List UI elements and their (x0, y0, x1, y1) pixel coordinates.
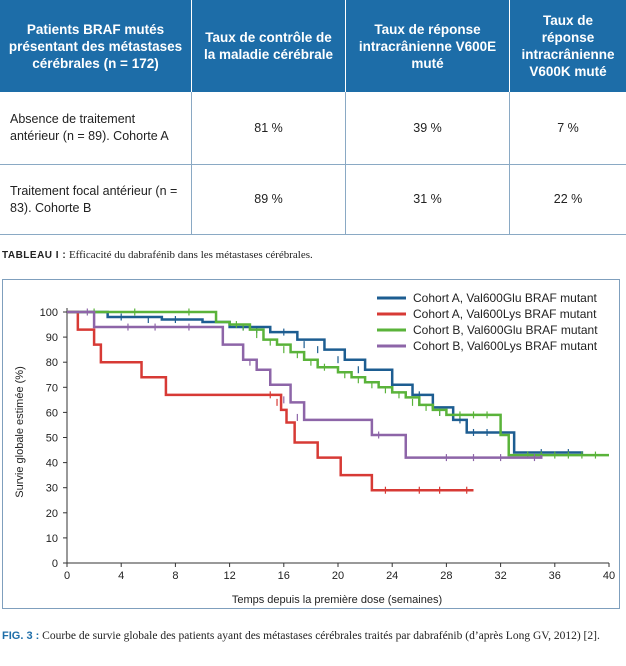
x-axis-label: Temps depuis la première dose (semaines) (232, 594, 442, 606)
x-tick-label: 16 (278, 570, 290, 582)
y-tick-label: 100 (40, 307, 58, 319)
y-axis-label: Survie globale estimée (%) (14, 366, 26, 497)
x-tick-label: 36 (549, 570, 561, 582)
figure-caption-label: FIG. 3 : (2, 630, 40, 642)
y-tick-label: 40 (46, 458, 58, 470)
y-tick-label: 20 (46, 508, 58, 520)
table-cell: 89 % (191, 164, 346, 235)
y-tick-label: 80 (46, 357, 58, 369)
table-cell: 81 % (191, 92, 346, 165)
table-cell: 39 % (345, 92, 510, 165)
x-tick-label: 20 (332, 570, 344, 582)
y-tick-label: 90 (46, 332, 58, 344)
y-tick-label: 30 (46, 483, 58, 495)
table-cell: 31 % (345, 164, 510, 235)
x-tick-label: 40 (603, 570, 615, 582)
x-tick-label: 28 (440, 570, 452, 582)
table-header-row: Patients BRAF mutés présentant des métas… (0, 0, 626, 92)
table-row: Absence de traitement antérieur (n = 89)… (0, 92, 626, 165)
header-cell-v600k-response: Taux de réponse intracrânienne V600K mut… (509, 0, 626, 92)
legend-label-1: Cohort A, Val600Glu BRAF mutant (413, 291, 598, 305)
legend-label-4: Cohort B, Val600Lys BRAF mutant (413, 339, 598, 353)
y-tick-label: 0 (52, 558, 58, 570)
x-tick-label: 32 (494, 570, 506, 582)
x-tick-label: 0 (64, 570, 70, 582)
table-cell: Traitement focal antérieur (n = 83). Coh… (0, 164, 192, 235)
header-cell-disease-control: Taux de contrôle de la maladie cérébrale (191, 0, 346, 92)
table-caption-text: Efficacité du dabrafénib dans les métast… (66, 249, 313, 261)
series-line-2 (67, 310, 474, 492)
y-tick-label: 70 (46, 382, 58, 394)
table-cell: 22 % (509, 164, 626, 235)
table-cell: 7 % (509, 92, 626, 165)
header-cell-v600e-response: Taux de réponse intracrânienne V600E mut… (345, 0, 510, 92)
x-tick-label: 12 (223, 570, 235, 582)
legend-label-3: Cohort B, Val600Glu BRAF mutant (413, 323, 598, 337)
table-caption: TABLEAU I : Efficacité du dabrafénib dan… (2, 249, 313, 261)
y-tick-label: 50 (46, 433, 58, 445)
x-tick-label: 24 (386, 570, 398, 582)
x-tick-label: 4 (118, 570, 124, 582)
y-tick-label: 60 (46, 407, 58, 419)
table-caption-label: TABLEAU I : (2, 250, 67, 261)
survival-chart-frame: Survie globale estimée (%) Temps depuis … (2, 279, 620, 609)
series-line-3 (67, 310, 609, 457)
series-line-1 (67, 310, 584, 456)
figure-caption: FIG. 3 : Courbe de survie globale des pa… (2, 628, 622, 644)
y-tick-label: 10 (46, 533, 58, 545)
survival-chart: Survie globale estimée (%) Temps depuis … (14, 291, 615, 606)
x-tick-label: 8 (172, 570, 178, 582)
series-line-4 (67, 310, 543, 459)
figure-caption-text: Courbe de survie globale des patients ay… (39, 630, 600, 642)
table-cell: Absence de traitement antérieur (n = 89)… (0, 92, 192, 165)
legend-label-2: Cohort A, Val600Lys BRAF mutant (413, 307, 597, 321)
header-cell-population: Patients BRAF mutés présentant des métas… (0, 0, 192, 92)
table-row: Traitement focal antérieur (n = 83). Coh… (0, 164, 626, 235)
efficacy-table: Patients BRAF mutés présentant des métas… (0, 0, 626, 235)
